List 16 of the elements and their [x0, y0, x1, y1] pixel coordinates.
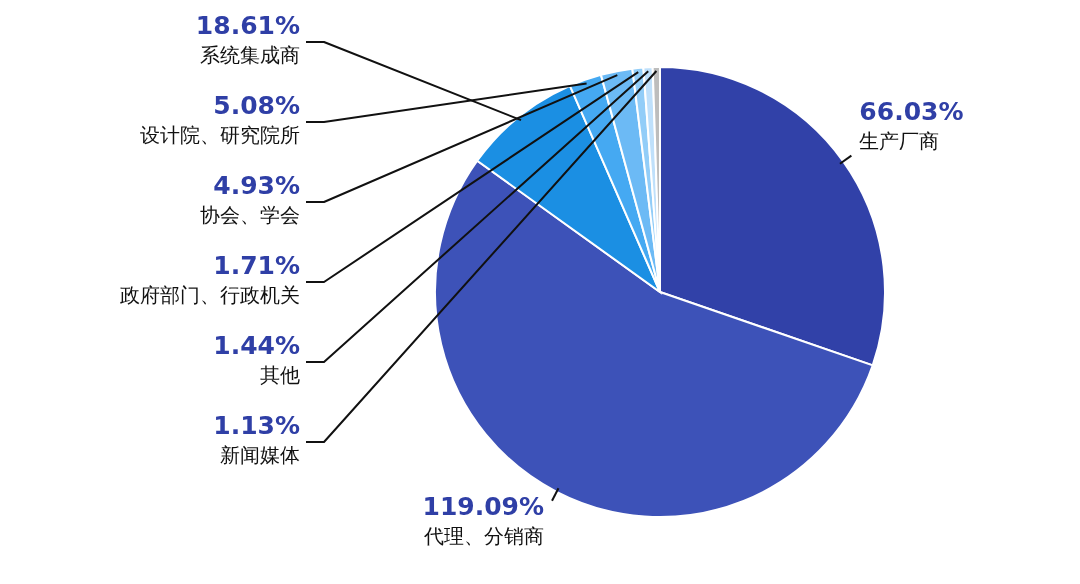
data-label: 1.44% — [213, 331, 300, 360]
slice-label: 生产厂商 — [859, 128, 940, 153]
data-label: 5.08% — [213, 91, 300, 120]
data-label: 18.61% — [195, 11, 300, 40]
slice-label: 系统集成商 — [200, 43, 300, 67]
data-label: 119.09% — [422, 491, 545, 521]
slice-label: 新闻媒体 — [220, 443, 300, 467]
data-label: 4.93% — [213, 171, 300, 200]
slice-label: 设计院、研究院所 — [140, 123, 300, 147]
slice-label: 政府部门、行政机关 — [120, 283, 300, 307]
data-label: 1.71% — [213, 251, 300, 280]
slice-label: 其他 — [260, 363, 300, 387]
data-label: 1.13% — [213, 411, 300, 440]
slice-label: 代理、分销商 — [423, 523, 545, 548]
data-label: 66.03% — [859, 96, 964, 126]
slice-label: 协会、学会 — [200, 203, 300, 227]
